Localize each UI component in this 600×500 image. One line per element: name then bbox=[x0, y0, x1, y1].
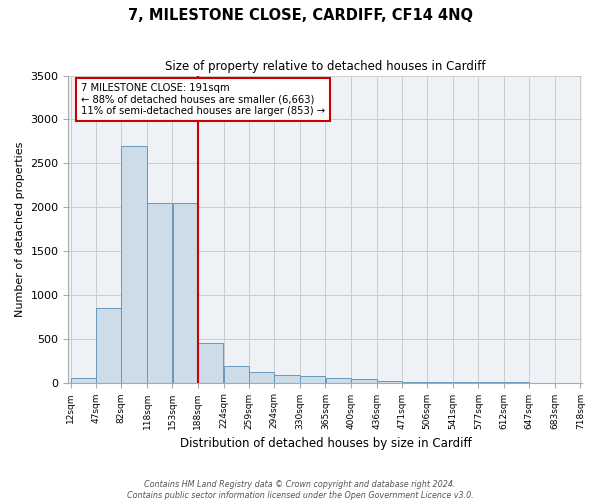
Bar bbox=[147, 202, 172, 382]
Bar bbox=[96, 308, 121, 382]
Text: 7 MILESTONE CLOSE: 191sqm
← 88% of detached houses are smaller (6,663)
11% of se: 7 MILESTONE CLOSE: 191sqm ← 88% of detac… bbox=[81, 83, 325, 116]
Text: Contains HM Land Registry data © Crown copyright and database right 2024.
Contai: Contains HM Land Registry data © Crown c… bbox=[127, 480, 473, 500]
Bar bbox=[224, 366, 249, 382]
Bar bbox=[198, 343, 223, 382]
X-axis label: Distribution of detached houses by size in Cardiff: Distribution of detached houses by size … bbox=[179, 437, 472, 450]
Bar bbox=[326, 378, 350, 382]
Bar bbox=[121, 146, 147, 382]
Bar bbox=[71, 378, 95, 382]
Bar bbox=[274, 374, 300, 382]
Y-axis label: Number of detached properties: Number of detached properties bbox=[15, 142, 25, 317]
Title: Size of property relative to detached houses in Cardiff: Size of property relative to detached ho… bbox=[165, 60, 485, 73]
Bar bbox=[173, 202, 197, 382]
Bar bbox=[301, 376, 325, 382]
Bar bbox=[377, 381, 402, 382]
Bar bbox=[249, 372, 274, 382]
Bar bbox=[351, 380, 377, 382]
Text: 7, MILESTONE CLOSE, CARDIFF, CF14 4NQ: 7, MILESTONE CLOSE, CARDIFF, CF14 4NQ bbox=[128, 8, 473, 22]
